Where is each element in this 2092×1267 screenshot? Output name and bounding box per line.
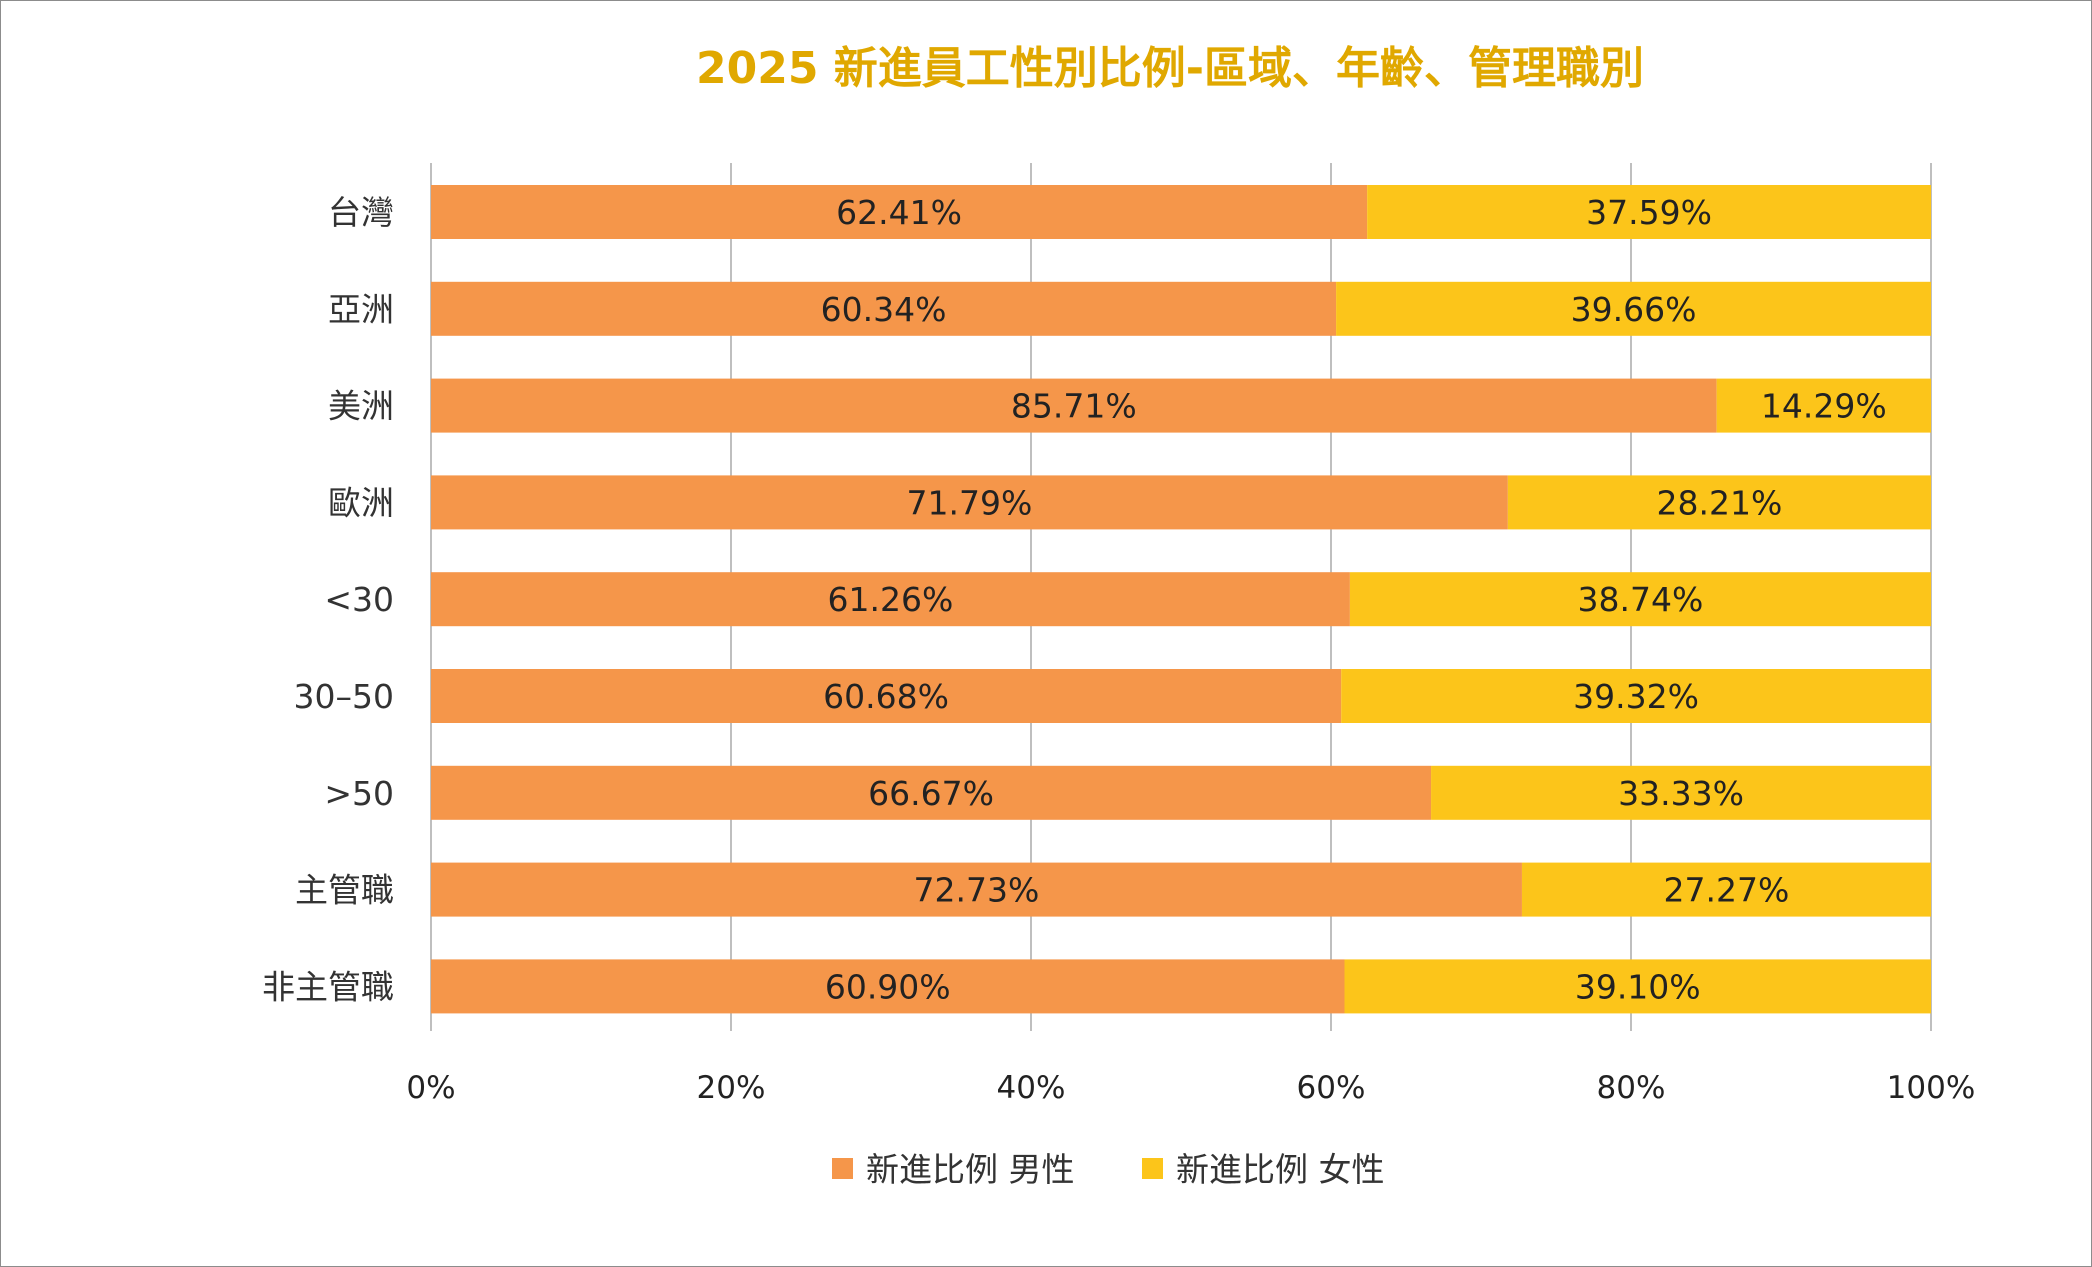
category-label-2: 美洲 <box>328 387 394 426</box>
legend-label-male: 新進比例 男性 <box>866 1150 1075 1189</box>
bar-male-1 <box>431 281 1337 336</box>
bar-female-3 <box>1507 475 1931 530</box>
chart-title: 2025 新進員工性別比例-區域、年齡、管理職別 <box>696 43 1644 94</box>
bar-male-4 <box>431 572 1350 627</box>
data-label-male-0: 62.41% <box>836 193 962 232</box>
x-tick-label-3: 60% <box>1297 1070 1366 1106</box>
bar-female-4 <box>1349 572 1931 627</box>
data-label-female-6: 33.33% <box>1618 774 1744 813</box>
bars: 62.41% 37.59% 60.34% 39.66% 85.71% 14.29% 71.7… <box>431 185 1931 1014</box>
data-label-male-8: 60.90% <box>825 967 951 1006</box>
category-label-1: 亞洲 <box>328 290 394 329</box>
data-label-male-7: 72.73% <box>914 871 1040 910</box>
bar-male-2 <box>431 378 1717 433</box>
legend-swatch-female <box>1142 1158 1163 1179</box>
bar-female-7 <box>1521 862 1931 917</box>
bar-male-8 <box>431 959 1345 1014</box>
data-label-male-1: 60.34% <box>821 290 947 329</box>
data-label-female-7: 27.27% <box>1664 871 1790 910</box>
data-label-female-1: 39.66% <box>1571 290 1697 329</box>
bar-male-5 <box>431 669 1342 723</box>
data-label-female-3: 28.21% <box>1657 483 1783 522</box>
data-label-female-2: 14.29% <box>1761 387 1887 426</box>
x-tick-label-1: 20% <box>697 1070 766 1106</box>
bar-female-0 <box>1367 185 1931 239</box>
category-label-6: >50 <box>324 774 394 813</box>
bar-female-8 <box>1344 959 1931 1014</box>
data-label-female-4: 38.74% <box>1578 580 1704 619</box>
data-label-female-0: 37.59% <box>1586 193 1712 232</box>
category-label-5: 30–50 <box>294 677 394 716</box>
bar-male-6 <box>431 765 1432 820</box>
data-label-male-2: 85.71% <box>1011 387 1137 426</box>
bar-male-7 <box>431 862 1522 917</box>
data-label-female-5: 39.32% <box>1573 677 1699 716</box>
category-label-8: 非主管職 <box>262 967 394 1006</box>
bar-male-3 <box>431 475 1508 530</box>
data-label-female-8: 39.10% <box>1575 967 1701 1006</box>
category-label-0: 台灣 <box>328 193 394 232</box>
bar-male-0 <box>431 185 1368 239</box>
category-label-3: 歐洲 <box>328 483 394 522</box>
x-tick-label-2: 40% <box>997 1070 1066 1106</box>
bar-female-6 <box>1431 765 1931 820</box>
legend-swatch-male <box>832 1158 853 1179</box>
category-label-7: 主管職 <box>295 871 394 910</box>
data-label-male-5: 60.68% <box>823 677 949 716</box>
legend-label-female: 新進比例 女性 <box>1176 1150 1385 1189</box>
legend: 新進比例 男性 新進比例 女性 <box>832 1150 1385 1189</box>
bar-female-1 <box>1336 281 1931 336</box>
bar-female-2 <box>1716 378 1931 433</box>
x-tick-label-4: 80% <box>1597 1070 1666 1106</box>
data-label-male-4: 61.26% <box>828 580 954 619</box>
data-label-male-3: 71.79% <box>907 483 1033 522</box>
bar-female-5 <box>1341 669 1931 723</box>
data-label-male-6: 66.67% <box>868 774 994 813</box>
category-label-4: <30 <box>324 580 394 619</box>
x-tick-label-0: 0% <box>406 1070 455 1106</box>
x-tick-label-5: 100% <box>1887 1070 1976 1106</box>
x-axis-tick-labels: 0% 20% 40% 60% 80% 100% <box>406 1070 1975 1106</box>
